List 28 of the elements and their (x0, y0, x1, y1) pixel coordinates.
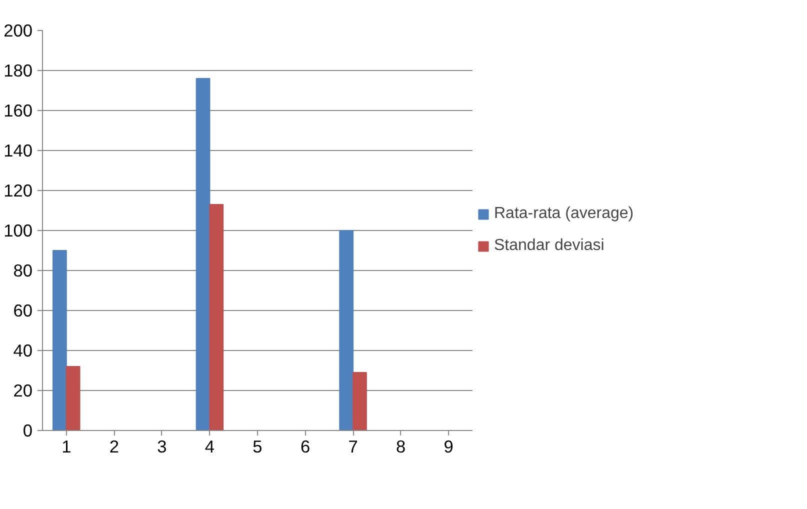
y-tick-label: 120 (4, 180, 33, 200)
bar (66, 366, 80, 430)
y-tick-label: 100 (4, 220, 33, 240)
y-tick-label: 40 (13, 340, 33, 360)
x-tick-label: 5 (252, 436, 262, 456)
x-tick-label: 4 (204, 436, 215, 456)
x-tick-label: 8 (396, 436, 406, 456)
bar (352, 372, 367, 430)
x-tick-label: 1 (62, 436, 72, 456)
y-tick-label: 80 (13, 260, 33, 280)
x-tick-label: 7 (348, 436, 358, 456)
x-tick-label: 3 (157, 436, 167, 456)
y-tick-label: 160 (4, 100, 33, 120)
legend-label: Rata-rata (average) (494, 205, 634, 223)
x-tick-label: 9 (444, 436, 454, 456)
y-tick-label: 20 (13, 380, 33, 400)
bar (52, 250, 67, 430)
bar (209, 204, 224, 430)
x-tick-label: 6 (300, 436, 310, 456)
y-tick-label: 60 (13, 300, 33, 320)
y-tick-label: 140 (4, 140, 33, 160)
y-tick-label: 200 (4, 20, 33, 40)
legend-label: Standar deviasi (494, 237, 604, 255)
y-tick-label: 0 (22, 420, 33, 440)
bar (196, 78, 210, 430)
y-tick-label: 180 (4, 60, 33, 80)
x-tick-label: 2 (109, 436, 119, 456)
bar (339, 230, 354, 430)
